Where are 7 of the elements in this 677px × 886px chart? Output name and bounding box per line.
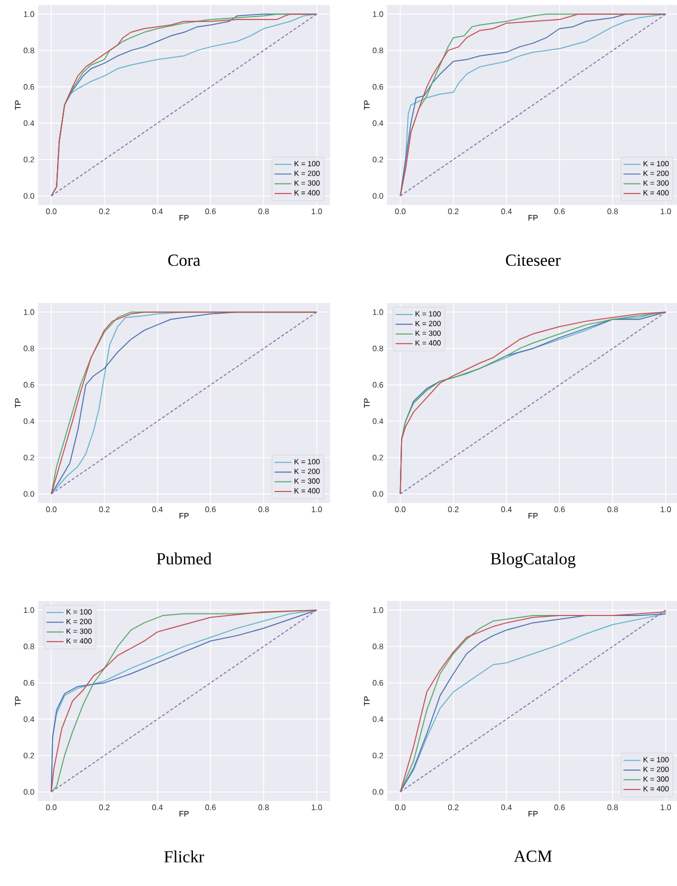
text: Cora [168, 254, 200, 266]
text: ACM [514, 850, 552, 862]
text: Flickr [164, 850, 204, 862]
text: Citeseer [506, 254, 561, 266]
text: BlogCatalog [490, 552, 576, 568]
text: Pubmed [156, 552, 212, 564]
line-series [50, 610, 318, 792]
